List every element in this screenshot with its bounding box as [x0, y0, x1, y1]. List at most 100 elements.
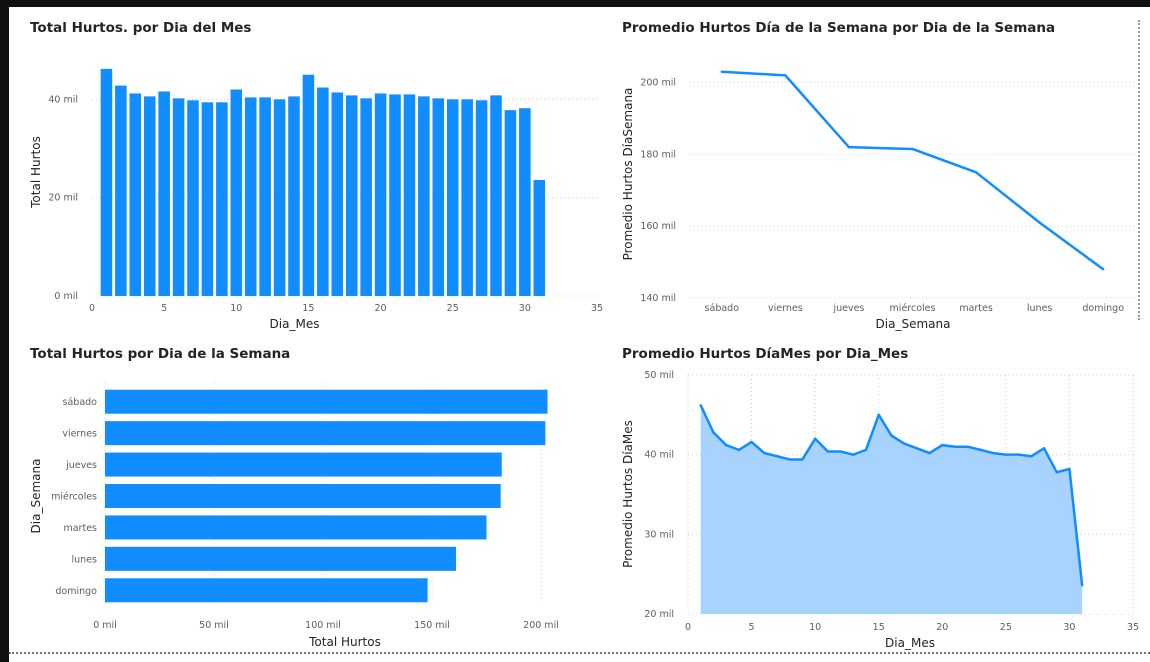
chart-title-total-hurtos-dia-mes: Total Hurtos. por Dia del Mes: [30, 20, 252, 36]
y-tick-label: 20 mil: [644, 609, 674, 620]
bar: [172, 98, 185, 296]
x-tick-label: jueves: [832, 303, 864, 314]
bar: [100, 68, 113, 296]
bar: [533, 179, 546, 296]
bar: [230, 89, 243, 296]
bar: [403, 94, 416, 297]
bar: [115, 85, 127, 296]
y-tick-label: domingo: [55, 586, 97, 597]
y-axis-title: Promedio Hurtos DíaSemana: [621, 88, 635, 261]
x-tick-label: 50 mil: [199, 620, 229, 631]
bar: [317, 87, 329, 297]
data-point: [852, 453, 855, 456]
x-tick-label: viernes: [768, 303, 803, 314]
y-tick-label: 200 mil: [640, 78, 676, 89]
data-point: [915, 447, 919, 450]
bar: [432, 98, 445, 296]
y-tick-label: 40 mil: [644, 450, 674, 461]
x-tick-label: 150 mil: [414, 620, 450, 631]
x-tick-label: 35: [591, 303, 603, 314]
bar: [216, 102, 228, 297]
data-point: [1017, 453, 1020, 456]
data-point: [847, 145, 851, 149]
bar: [105, 546, 456, 571]
y-axis-title: Dia_Semana: [29, 459, 43, 534]
bar: [418, 96, 430, 296]
data-point: [974, 171, 978, 174]
window-left-border: [0, 0, 9, 662]
y-tick-label: 140 mil: [640, 293, 676, 304]
bar: [259, 97, 271, 296]
x-tick-label: 0 mil: [93, 620, 117, 631]
data-point: [911, 147, 914, 151]
y-tick-label: 40 mil: [48, 94, 78, 105]
bar: [273, 99, 286, 296]
x-axis-title: Total Hurtos: [308, 635, 381, 649]
data-point: [1030, 455, 1033, 458]
y-tick-label: 180 mil: [640, 149, 676, 160]
bar: [105, 452, 502, 477]
x-tick-label: 30: [1063, 622, 1075, 633]
x-axis-title: Dia_Semana: [876, 317, 951, 331]
x-tick-label: 10: [809, 622, 821, 633]
bar: [129, 93, 142, 296]
x-tick-label: 15: [302, 303, 314, 314]
bar: [158, 91, 170, 296]
x-tick-label: sábado: [705, 303, 740, 314]
bar: [143, 96, 156, 296]
data-point: [902, 442, 906, 445]
data-point: [864, 448, 868, 452]
page-bottom-border: [9, 652, 1150, 654]
data-point: [737, 448, 741, 452]
bar: [504, 110, 517, 297]
bar: [345, 95, 358, 297]
y-tick-label: 30 mil: [644, 529, 674, 540]
bar: [288, 96, 300, 296]
bar: [461, 99, 473, 296]
data-point: [941, 443, 944, 447]
x-tick-label: 5: [749, 622, 755, 633]
x-tick-label: 10: [230, 303, 242, 314]
bar: [302, 74, 315, 296]
x-tick-label: 200 mil: [523, 620, 559, 631]
y-tick-label: 20 mil: [48, 193, 78, 204]
data-point: [1102, 268, 1105, 271]
y-tick-label: lunes: [72, 554, 98, 565]
x-tick-label: 100 mil: [305, 620, 341, 631]
data-point: [720, 70, 723, 73]
data-point: [839, 450, 842, 453]
data-point: [813, 437, 817, 440]
data-point: [699, 404, 702, 407]
bar: [519, 108, 531, 296]
y-axis-title: Promedio Hurtos DíaMes: [621, 420, 635, 568]
x-axis-title: Dia_Mes: [885, 636, 935, 650]
data-point: [826, 450, 830, 453]
data-point: [979, 448, 982, 452]
y-tick-label: viernes: [62, 429, 97, 440]
x-tick-label: 0: [89, 303, 95, 314]
bar: [446, 99, 459, 296]
bar: [331, 92, 344, 296]
bar: [105, 484, 501, 508]
bar: [374, 93, 387, 296]
data-point: [750, 440, 753, 444]
series-line: [721, 70, 1104, 271]
x-tick-label: 15: [873, 622, 885, 633]
data-point: [890, 434, 893, 437]
x-tick-label: martes: [959, 303, 993, 314]
x-tick-label: 20: [936, 622, 948, 633]
x-tick-label: lunes: [1027, 303, 1053, 314]
y-tick-label: miércoles: [51, 492, 97, 503]
data-point: [991, 451, 995, 455]
y-tick-label: 160 mil: [640, 221, 676, 232]
series-area: [700, 405, 1083, 614]
y-tick-label: martes: [63, 523, 97, 534]
x-tick-label: 0: [685, 622, 691, 633]
y-tick-label: sábado: [63, 397, 98, 408]
chart-title-total-hurtos-dia-semana: Total Hurtos por Dia de la Semana: [30, 346, 291, 362]
bar: [244, 97, 257, 296]
data-point: [877, 413, 880, 417]
x-tick-label: 25: [447, 303, 459, 314]
y-axis-title: Total Hurtos: [29, 136, 43, 209]
x-tick-label: 35: [1127, 622, 1139, 633]
